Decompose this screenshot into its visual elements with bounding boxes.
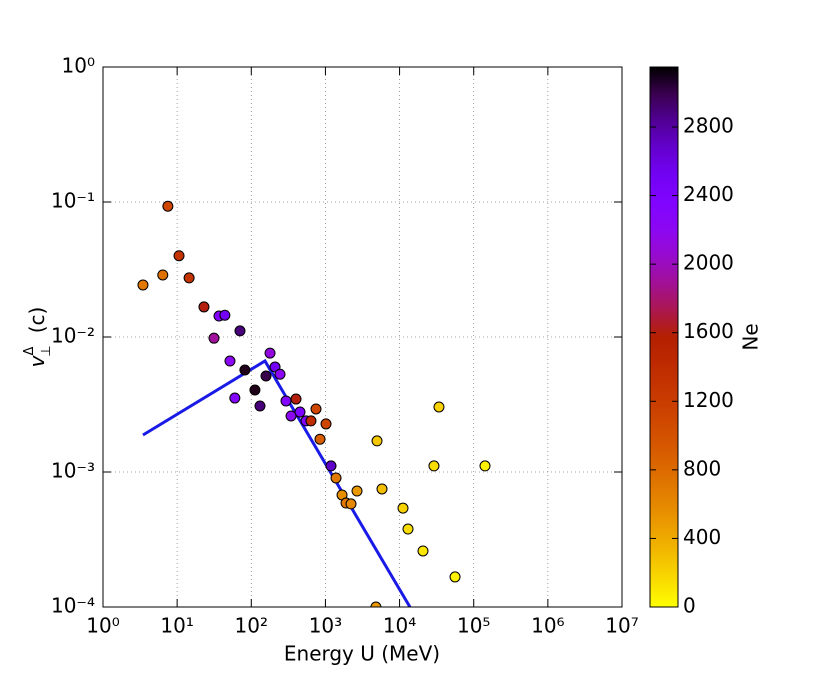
x-tick-label: 10⁷ xyxy=(605,614,638,638)
scatter-point xyxy=(370,601,382,607)
scatter-point xyxy=(325,460,337,472)
colorbar-tick-label: 800 xyxy=(683,456,721,480)
scatter-point xyxy=(433,401,445,413)
scatter-point xyxy=(157,269,169,281)
scatter-point xyxy=(219,309,231,321)
scatter-point xyxy=(137,279,149,291)
scatter-point xyxy=(249,384,261,396)
scatter-point xyxy=(314,433,326,445)
scatter-point xyxy=(198,301,210,313)
x-tick-label: 10¹ xyxy=(160,614,193,638)
scatter-point xyxy=(274,368,286,380)
scatter-point xyxy=(280,395,292,407)
colorbar-tick-label: 2000 xyxy=(683,251,734,275)
scatter-point xyxy=(162,200,174,212)
scatter-point xyxy=(183,272,195,284)
y-label-unit: (c) xyxy=(25,307,49,334)
x-tick-label: 10⁵ xyxy=(457,614,490,638)
scatter-point xyxy=(345,498,357,510)
scatter-point xyxy=(224,355,236,367)
y-tick-label: 10⁻¹ xyxy=(51,189,95,213)
colorbar-tick-label: 400 xyxy=(683,525,721,549)
scatter-point xyxy=(351,485,363,497)
scatter-point xyxy=(402,523,414,535)
x-tick-label: 10⁶ xyxy=(531,614,564,638)
y-tick-label: 10⁻² xyxy=(51,324,95,348)
scatter-point xyxy=(264,347,276,359)
scatter-point xyxy=(371,435,383,447)
scatter-point xyxy=(254,400,266,412)
scatter-point xyxy=(449,571,461,583)
y-tick-label: 10⁰ xyxy=(62,54,95,78)
plot-area xyxy=(137,200,491,607)
scatter-point xyxy=(285,410,297,422)
x-tick-label: 10³ xyxy=(309,614,342,638)
scatter-point xyxy=(294,406,306,418)
scatter-point xyxy=(330,472,342,484)
scatter-point xyxy=(208,332,220,344)
scatter-point xyxy=(310,403,322,415)
scatter-point xyxy=(428,460,440,472)
scatter-point xyxy=(234,325,246,337)
scatter-point xyxy=(260,370,272,382)
colorbar-tick-label: 1600 xyxy=(683,319,734,343)
y-label-superscript: Δ xyxy=(22,347,37,356)
scatter-point xyxy=(376,483,388,495)
scatter-point xyxy=(173,250,185,262)
scatter-point xyxy=(239,364,251,376)
scatter-point xyxy=(320,418,332,430)
scatter-point xyxy=(479,460,491,472)
x-tick-label: 10⁰ xyxy=(86,614,119,638)
colorbar-tick-label: 0 xyxy=(683,594,696,618)
x-axis-label: Energy U (MeV) xyxy=(284,642,440,666)
y-tick-label: 10⁻³ xyxy=(51,459,95,483)
y-label-symbol: v xyxy=(25,354,49,367)
scatter-point xyxy=(417,545,429,557)
y-axis-label: vΔ ⊥ (c) xyxy=(22,307,54,368)
scatter-point xyxy=(305,415,317,427)
colorbar xyxy=(649,66,679,608)
scatter-point xyxy=(290,393,302,405)
x-tick-label: 10² xyxy=(235,614,268,638)
y-label-subscript: ⊥ xyxy=(39,345,54,356)
colorbar-tick-label: 1200 xyxy=(683,388,734,412)
scatter-point xyxy=(229,392,241,404)
plot-frame xyxy=(102,66,623,608)
scatter-point xyxy=(397,502,409,514)
x-tick-label: 10⁴ xyxy=(383,614,416,638)
fit-line xyxy=(142,358,412,607)
colorbar-tick-label: 2400 xyxy=(683,182,734,206)
colorbar-tick-label: 2800 xyxy=(683,114,734,138)
y-tick-label: 10⁻⁴ xyxy=(51,594,95,618)
colorbar-label: Ne xyxy=(739,323,763,350)
